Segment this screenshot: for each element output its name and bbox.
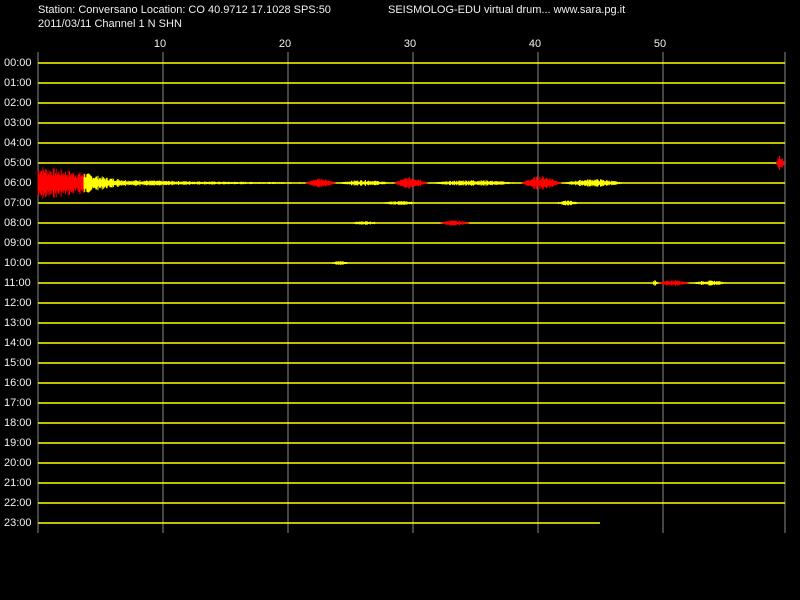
waveform-burst	[428, 180, 520, 186]
waveform-burst	[690, 280, 730, 286]
waveform-burst	[305, 178, 337, 188]
waveform-burst	[652, 280, 659, 286]
grid: 10 20 30 40 50 00:00 01:00 02:00 03:00 04:00 05:00…	[4, 38, 786, 533]
hour-label: 11:00	[4, 277, 31, 289]
minute-label: 10	[154, 38, 166, 50]
hour-label: 12:00	[4, 297, 32, 309]
program-info: SEISMOLOG-EDU virtual drum... www.sara.p…	[388, 4, 625, 16]
minute-label: 50	[654, 38, 666, 50]
hour-label: 01:00	[4, 77, 32, 89]
waveform-burst	[134, 180, 300, 186]
hour-label: 15:00	[4, 357, 32, 369]
waveform-burst	[350, 221, 380, 225]
hour-label: 07:00	[4, 197, 32, 209]
hour-label: 19:00	[4, 437, 32, 449]
waveform-burst	[562, 179, 625, 187]
waveform-burst	[776, 155, 785, 171]
waveform-burst	[394, 177, 429, 189]
hour-label: 00:00	[4, 57, 32, 69]
minute-label: 20	[279, 38, 291, 50]
station-info: Station: Conversano Location: CO 40.9712…	[38, 4, 331, 16]
hour-label: 23:00	[4, 517, 32, 529]
waveform-burst	[521, 176, 563, 190]
traces	[37, 62, 785, 524]
hour-label: 13:00	[4, 317, 32, 329]
waveform-burst	[330, 261, 351, 265]
hour-label: 16:00	[4, 377, 32, 389]
hour-label: 18:00	[4, 417, 32, 429]
waveform-burst	[83, 173, 135, 193]
hour-label: 14:00	[4, 337, 32, 349]
waveform-burst	[37, 167, 87, 199]
hour-label: 08:00	[4, 217, 32, 229]
waveform-burst	[440, 220, 470, 226]
hour-label: 05:00	[4, 157, 32, 169]
hour-label: 21:00	[4, 477, 32, 489]
hour-label: 17:00	[4, 397, 32, 409]
date-channel: 2011/03/11 Channel 1 N SHN	[38, 18, 182, 30]
waveform-burst	[380, 201, 420, 205]
hour-label: 10:00	[4, 257, 32, 269]
waveform-burst	[336, 180, 392, 186]
hour-label: 09:00	[4, 237, 32, 249]
hour-label: 22:00	[4, 497, 32, 509]
hour-label: 20:00	[4, 457, 32, 469]
minute-label: 30	[404, 38, 416, 50]
minute-label: 40	[529, 38, 541, 50]
hour-label: 02:00	[4, 97, 32, 109]
hour-label: 06:00	[4, 177, 32, 189]
waveform-burst	[658, 280, 690, 286]
waveform-burst	[555, 200, 580, 206]
hour-label: 04:00	[4, 137, 32, 149]
hour-label: 03:00	[4, 117, 32, 129]
